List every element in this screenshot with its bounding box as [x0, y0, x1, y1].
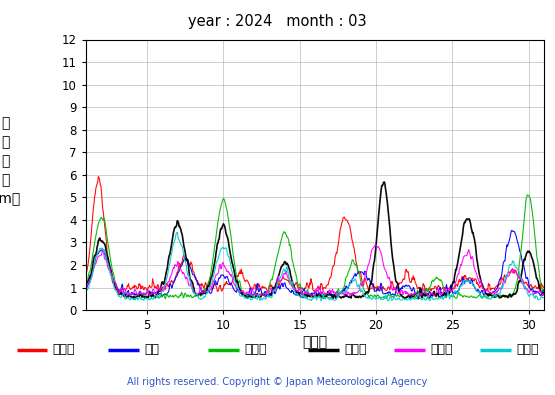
Text: 屋久島: 屋久島	[516, 343, 539, 356]
Text: 経ヶ岸: 経ヶ岸	[344, 343, 367, 356]
Text: （m）: （m）	[0, 192, 21, 206]
Text: 有: 有	[1, 117, 10, 130]
Text: 波: 波	[1, 154, 10, 168]
Text: 石廀崎: 石廀崎	[244, 343, 267, 356]
Text: 高: 高	[1, 173, 10, 187]
Text: 義: 義	[1, 135, 10, 149]
Text: 唐桑: 唐桑	[144, 343, 159, 356]
Text: year : 2024   month : 03: year : 2024 month : 03	[188, 14, 367, 29]
Text: 生月島: 生月島	[430, 343, 453, 356]
Text: 上ノ国: 上ノ国	[53, 343, 75, 356]
Text: All rights reserved. Copyright © Japan Meteorological Agency: All rights reserved. Copyright © Japan M…	[128, 377, 427, 387]
X-axis label: （日）: （日）	[302, 335, 327, 349]
